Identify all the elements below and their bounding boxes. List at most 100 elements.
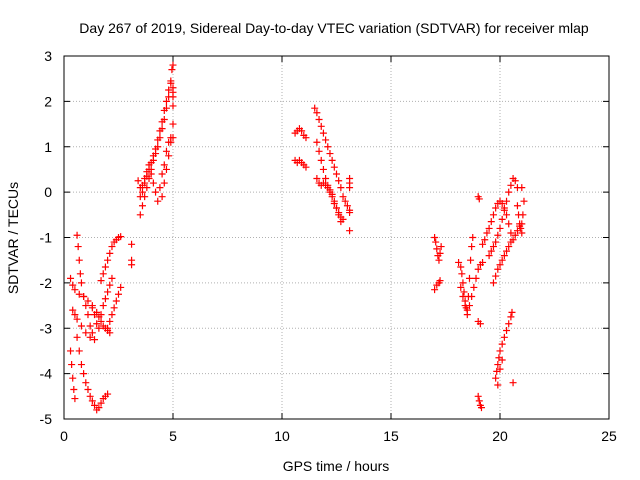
- data-point: [138, 188, 146, 196]
- x-tick-label: 20: [492, 428, 508, 444]
- data-point: [467, 256, 475, 264]
- data-point: [82, 329, 90, 337]
- data-point: [71, 286, 79, 294]
- data-point: [326, 150, 334, 158]
- data-point: [511, 231, 519, 239]
- x-axis-label: GPS time / hours: [283, 458, 390, 474]
- data-point: [73, 315, 81, 323]
- data-point: [74, 243, 82, 251]
- tick-labels: 0 5 10 15 20 25 -5 -4 -3 -2 -1 0 1 2 3: [40, 48, 617, 444]
- data-point: [99, 270, 107, 278]
- data-point: [509, 236, 517, 244]
- y-tick-label: 3: [44, 48, 52, 64]
- data-point: [326, 186, 334, 194]
- data-point: [136, 193, 144, 201]
- data-point: [84, 297, 92, 305]
- data-point: [324, 143, 332, 151]
- data-point: [143, 184, 151, 192]
- data-point: [494, 231, 502, 239]
- series-arc-d6: [479, 197, 515, 248]
- data-point: [91, 401, 99, 409]
- data-point: [138, 181, 146, 189]
- data-point: [154, 136, 162, 144]
- x-tick-label: 10: [274, 428, 290, 444]
- data-point: [500, 206, 508, 214]
- data-point: [487, 247, 495, 255]
- data-point: [141, 175, 149, 183]
- y-tick-label: -5: [40, 411, 53, 427]
- data-point: [84, 311, 92, 319]
- data-point: [71, 395, 79, 403]
- data-point: [487, 218, 495, 226]
- data-point: [516, 220, 524, 228]
- grid-lines: [64, 56, 609, 419]
- data-point: [110, 304, 118, 312]
- data-point: [485, 252, 493, 260]
- data-point: [492, 374, 500, 382]
- data-point: [322, 136, 330, 144]
- data-point: [169, 102, 177, 110]
- data-point: [505, 188, 513, 196]
- data-point: [489, 279, 497, 287]
- data-point: [492, 272, 500, 280]
- data-point: [472, 274, 480, 282]
- data-point: [474, 265, 482, 273]
- data-point: [80, 292, 88, 300]
- series-arc-c3: [311, 104, 351, 210]
- data-point: [136, 211, 144, 219]
- data-point: [91, 311, 99, 319]
- data-point: [149, 152, 157, 160]
- data-points: [67, 61, 528, 414]
- data-point: [436, 249, 444, 257]
- data-point: [152, 188, 160, 196]
- series-arc-d7: [485, 175, 521, 260]
- data-point: [97, 317, 105, 325]
- data-point: [169, 84, 177, 92]
- data-point: [433, 245, 441, 253]
- data-point: [106, 249, 114, 257]
- data-point: [156, 127, 164, 135]
- data-point: [468, 243, 476, 251]
- data-point: [106, 317, 114, 325]
- data-point: [69, 281, 77, 289]
- data-point: [463, 306, 471, 314]
- data-point: [500, 333, 508, 341]
- data-point: [86, 333, 94, 341]
- data-point: [311, 104, 319, 112]
- data-point: [108, 311, 116, 319]
- data-point: [106, 329, 114, 337]
- y-tick-label: 2: [44, 93, 52, 109]
- data-point: [505, 320, 513, 328]
- data-point: [162, 147, 170, 155]
- y-axis-label: SDTVAR / TECUs: [5, 182, 21, 294]
- data-point: [330, 163, 338, 171]
- data-point: [483, 229, 491, 237]
- data-point: [496, 261, 504, 269]
- data-point: [167, 77, 175, 85]
- series-arc-a3: [67, 333, 99, 409]
- series-arc-a2: [69, 306, 99, 344]
- data-point: [494, 361, 502, 369]
- data-point: [500, 252, 508, 260]
- data-point: [494, 381, 502, 389]
- data-point: [313, 175, 321, 183]
- data-point: [333, 204, 340, 212]
- data-point: [475, 195, 483, 203]
- x-tick-label: 25: [601, 428, 617, 444]
- data-point: [80, 370, 88, 378]
- data-point: [507, 229, 515, 237]
- series-arc-d10: [513, 184, 528, 237]
- data-point: [498, 215, 506, 223]
- data-point: [128, 240, 136, 248]
- data-point: [503, 211, 511, 219]
- data-point: [86, 322, 94, 330]
- data-point: [145, 161, 153, 169]
- data-point: [165, 86, 173, 94]
- data-point: [457, 263, 465, 271]
- data-point: [298, 127, 306, 135]
- data-point: [346, 184, 354, 192]
- series-arc-c1: [291, 125, 310, 142]
- data-point: [95, 324, 103, 332]
- data-point: [88, 302, 96, 310]
- data-point: [84, 386, 92, 394]
